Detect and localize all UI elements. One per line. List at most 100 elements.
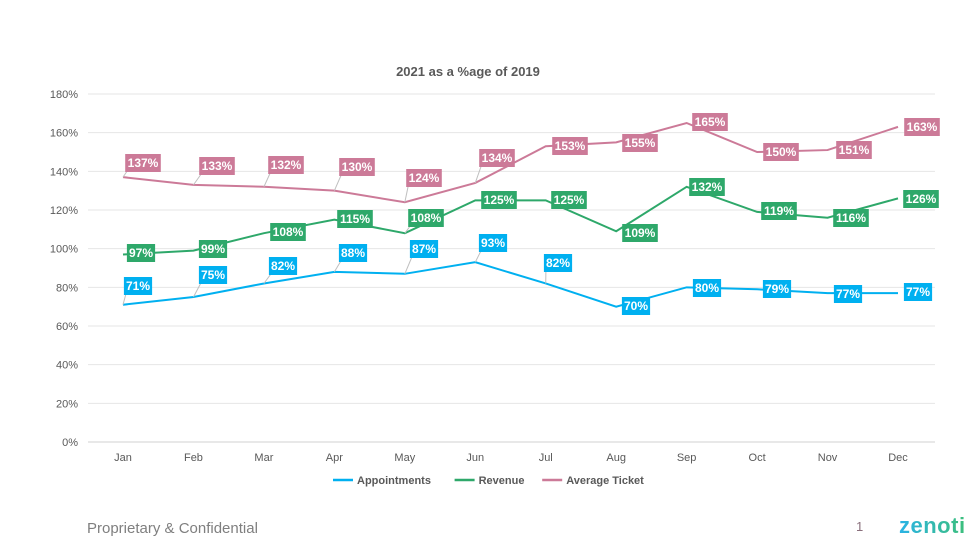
legend-label: Appointments [357, 475, 431, 487]
y-tick-label: 100% [50, 244, 78, 256]
data-label: 125% [554, 193, 585, 207]
data-label-box [763, 143, 799, 161]
data-label-box [692, 279, 722, 297]
data-label-box [543, 254, 573, 272]
data-label-box [622, 224, 658, 242]
data-label: 119% [764, 204, 794, 218]
y-tick-label: 120% [50, 205, 78, 217]
data-label: 150% [766, 145, 797, 159]
data-label: 124% [409, 171, 440, 185]
data-label-box [406, 169, 442, 187]
data-label-box [123, 277, 153, 295]
data-label-box [551, 191, 587, 209]
data-label: 132% [692, 180, 723, 194]
data-label: 125% [484, 193, 515, 207]
data-label: 126% [906, 192, 937, 206]
leader-line [193, 173, 202, 186]
data-label: 75% [201, 268, 225, 282]
data-label-box [904, 118, 940, 136]
data-label: 133% [202, 159, 233, 173]
data-label: 115% [340, 212, 370, 226]
leader-line [122, 170, 128, 178]
data-label-box [762, 280, 792, 298]
x-tick-label: Jul [539, 452, 553, 464]
data-label: 151% [839, 143, 870, 157]
leader-line [193, 282, 202, 298]
data-label: 137% [128, 156, 159, 170]
y-tick-label: 40% [56, 360, 78, 372]
data-label: 77% [906, 285, 930, 299]
data-label-box [903, 283, 933, 301]
data-label-box [409, 240, 439, 258]
data-label: 80% [695, 281, 719, 295]
leader-line [474, 250, 482, 263]
x-tick-label: Sep [677, 452, 697, 464]
data-label-box [761, 202, 797, 220]
data-label: 108% [411, 211, 442, 225]
leader-line [333, 174, 342, 191]
data-label-box [198, 240, 228, 258]
x-tick-label: May [394, 452, 415, 464]
data-label: 97% [129, 246, 153, 260]
leader-line [263, 172, 271, 188]
x-tick-label: Oct [749, 452, 766, 464]
data-label-box [268, 257, 298, 275]
data-label-box [408, 209, 444, 227]
x-tick-label: Nov [818, 452, 838, 464]
y-tick-label: 180% [50, 89, 78, 101]
y-tick-label: 20% [56, 398, 78, 410]
data-label-box [268, 156, 304, 174]
data-label: 116% [836, 211, 866, 225]
data-label: 71% [126, 279, 150, 293]
data-label-box [481, 191, 517, 209]
data-label: 163% [907, 120, 938, 134]
data-label: 130% [342, 160, 373, 174]
y-tick-label: 80% [56, 282, 78, 294]
data-label-box [833, 285, 863, 303]
y-tick-label: 160% [50, 128, 78, 140]
data-label-box [126, 244, 156, 262]
data-label-box [199, 157, 235, 175]
data-label-box [270, 223, 306, 241]
leader-line [122, 293, 127, 305]
data-label-box [198, 266, 228, 284]
leader-line [404, 185, 409, 203]
data-label: 134% [482, 151, 513, 165]
data-label: 88% [341, 246, 365, 260]
data-label-box [338, 244, 368, 262]
data-label: 79% [765, 282, 789, 296]
data-label-box [478, 234, 508, 252]
x-tick-label: Feb [184, 452, 203, 464]
x-tick-label: Mar [254, 452, 273, 464]
leader-line [404, 256, 413, 274]
data-label-box [622, 134, 658, 152]
data-label: 109% [625, 226, 656, 240]
data-label: 108% [273, 225, 304, 239]
data-label-box [689, 178, 725, 196]
data-label-box [339, 158, 375, 176]
data-label: 155% [625, 136, 656, 150]
y-tick-label: 60% [56, 321, 78, 333]
data-label: 70% [624, 299, 648, 313]
legend-label: Average Ticket [566, 475, 644, 487]
data-label-box [479, 149, 515, 167]
y-tick-label: 0% [62, 437, 78, 449]
x-tick-label: Aug [606, 452, 626, 464]
leader-line [263, 273, 272, 284]
data-label-box [621, 297, 651, 315]
data-label: 99% [201, 242, 225, 256]
data-label-box [833, 209, 869, 227]
page-number: 1 [856, 519, 864, 534]
data-label-box [903, 190, 939, 208]
x-tick-label: Jan [114, 452, 132, 464]
data-label-box [552, 137, 588, 155]
data-label: 87% [412, 242, 436, 256]
data-label: 77% [836, 287, 860, 301]
data-label: 82% [546, 256, 570, 270]
x-tick-label: Jun [466, 452, 484, 464]
y-tick-label: 140% [50, 166, 78, 178]
data-label-box [836, 141, 872, 159]
chart-title: 2021 as a %age of 2019 [396, 64, 540, 79]
